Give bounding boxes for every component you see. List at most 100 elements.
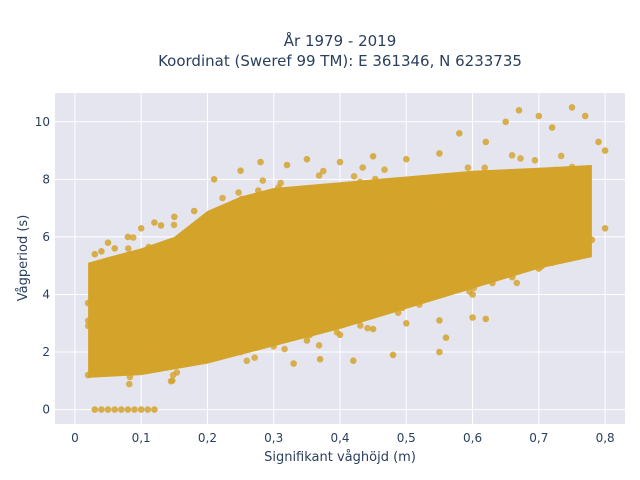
scatter-point bbox=[178, 326, 186, 334]
y-tick-label: 0 bbox=[42, 403, 50, 417]
scatter-point bbox=[601, 225, 609, 232]
scatter-point bbox=[162, 257, 169, 265]
scatter-point bbox=[470, 284, 478, 292]
scatter-point bbox=[157, 222, 165, 229]
scatter-point bbox=[425, 284, 433, 291]
scatter-point bbox=[367, 247, 374, 254]
scatter-point bbox=[287, 257, 295, 265]
scatter-point bbox=[104, 406, 112, 413]
scatter-point bbox=[315, 172, 323, 179]
scatter-point bbox=[204, 354, 211, 362]
scatter-point bbox=[316, 251, 324, 259]
scatter-point bbox=[365, 234, 372, 241]
scatter-point bbox=[316, 189, 324, 197]
scatter-point bbox=[384, 299, 392, 306]
scatter-point bbox=[566, 247, 573, 254]
scatter-point bbox=[588, 236, 596, 244]
scatter-point bbox=[302, 226, 310, 233]
scatter-point bbox=[137, 406, 145, 413]
scatter-point bbox=[217, 325, 225, 333]
scatter-point bbox=[145, 313, 153, 321]
scatter-point bbox=[137, 360, 145, 367]
x-tick-label: 0,3 bbox=[264, 431, 283, 445]
scatter-point bbox=[536, 243, 543, 250]
scatter-point bbox=[246, 331, 254, 339]
scatter-point bbox=[531, 157, 539, 164]
x-tick-label: 0,1 bbox=[132, 431, 151, 445]
scatter-point bbox=[404, 185, 412, 193]
scatter-point bbox=[141, 332, 149, 340]
scatter-point bbox=[529, 186, 536, 193]
scatter-point bbox=[532, 233, 539, 241]
scatter-point bbox=[513, 279, 521, 287]
scatter-point bbox=[386, 258, 394, 265]
scatter-point bbox=[258, 241, 266, 248]
scatter-point bbox=[512, 184, 519, 191]
scatter-point bbox=[350, 261, 358, 269]
scatter-point bbox=[364, 324, 371, 332]
scatter-point bbox=[355, 284, 362, 292]
scatter-point bbox=[464, 164, 472, 171]
scatter-point bbox=[311, 190, 319, 198]
scatter-point bbox=[136, 314, 144, 321]
scatter-point bbox=[509, 265, 517, 272]
scatter-point bbox=[98, 406, 105, 413]
scatter-point bbox=[296, 307, 303, 315]
scatter-point bbox=[461, 206, 468, 213]
scatter-point bbox=[300, 221, 308, 228]
scatter-point bbox=[305, 196, 313, 203]
scatter-point bbox=[169, 371, 177, 379]
scatter-point bbox=[478, 258, 486, 265]
scatter-point bbox=[137, 225, 145, 232]
scatter-point bbox=[145, 243, 152, 251]
scatter-point bbox=[209, 326, 217, 334]
scatter-point bbox=[171, 213, 178, 221]
scatter-point bbox=[418, 235, 425, 242]
scatter-point bbox=[574, 201, 582, 209]
scatter-point bbox=[441, 200, 448, 208]
scatter-point bbox=[153, 345, 160, 353]
scatter-point bbox=[562, 253, 569, 261]
scatter-point bbox=[91, 406, 99, 413]
scatter-point bbox=[237, 167, 244, 174]
scatter-point bbox=[394, 309, 402, 317]
x-tick-labels: 0 0,1 0,2 0,3 0,4 0,5 0,6 0,7 0,8 bbox=[71, 431, 615, 445]
scatter-points bbox=[84, 104, 609, 413]
scatter-point bbox=[126, 362, 133, 369]
scatter-point bbox=[236, 292, 244, 299]
scatter-point bbox=[501, 186, 508, 194]
scatter-point bbox=[369, 153, 377, 160]
scatter-point bbox=[91, 350, 99, 358]
scatter-point bbox=[143, 345, 150, 352]
scatter-point bbox=[306, 278, 313, 285]
scatter-point bbox=[446, 208, 453, 216]
scatter-point bbox=[372, 175, 379, 183]
scatter-point bbox=[130, 316, 138, 323]
scatter-point bbox=[325, 267, 333, 275]
scatter-point bbox=[147, 259, 155, 266]
scatter-point bbox=[459, 280, 466, 288]
scatter-point bbox=[243, 357, 251, 365]
scatter-point bbox=[104, 239, 112, 246]
scatter-point bbox=[569, 195, 576, 203]
scatter-point bbox=[200, 320, 208, 327]
scatter-point bbox=[111, 406, 118, 413]
x-tick-label: 0,5 bbox=[397, 431, 416, 445]
scatter-point bbox=[205, 213, 212, 221]
scatter-point bbox=[151, 271, 158, 278]
scatter-point bbox=[94, 341, 102, 348]
scatter-point bbox=[462, 185, 470, 192]
scatter-point bbox=[481, 164, 489, 172]
scatter-point bbox=[436, 317, 443, 324]
scatter-point bbox=[225, 277, 233, 284]
scatter-point bbox=[416, 301, 423, 308]
scatter-point bbox=[392, 258, 399, 266]
scatter-point bbox=[568, 104, 576, 111]
chart-title-line-1: År 1979 - 2019 bbox=[284, 31, 397, 50]
scatter-point bbox=[84, 317, 92, 325]
scatter-point bbox=[489, 279, 496, 287]
scatter-point bbox=[319, 297, 326, 305]
scatter-point bbox=[254, 187, 262, 194]
